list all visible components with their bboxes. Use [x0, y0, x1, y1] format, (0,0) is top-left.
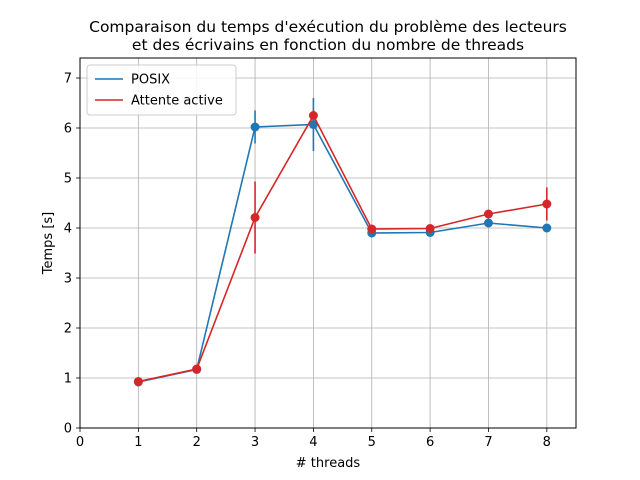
y-tick-label-3: 3	[64, 272, 72, 287]
y-tick-label-4: 4	[64, 222, 72, 237]
series-layer	[133, 98, 552, 387]
y-tick-label-2: 2	[64, 322, 72, 337]
line-posix	[138, 123, 547, 383]
plot-frame	[79, 57, 577, 429]
grid	[79, 58, 576, 429]
point-posix-3	[250, 122, 260, 132]
point-attente-active-7	[483, 209, 493, 219]
x-tick-label-6: 6	[426, 435, 434, 450]
point-attente-active-6	[425, 224, 435, 233]
axis-ticks: 0 1 2 3 4 5 6 7 8 0 1 2 3 4 5 6 7	[64, 72, 551, 451]
y-tick-label-0: 0	[64, 422, 72, 437]
y-axis-label: Temps [s]	[41, 212, 56, 275]
x-tick-label-8: 8	[543, 435, 551, 450]
point-posix-7	[483, 218, 493, 228]
y-tick-label-6: 6	[64, 122, 72, 137]
x-axis-label: # threads	[296, 456, 361, 471]
line-attente-active	[138, 113, 547, 383]
legend-label-posix: POSIX	[131, 73, 170, 88]
legend: POSIX Attente active	[86, 64, 237, 116]
point-attente-active-4	[308, 111, 318, 120]
chart-title-line-2: et des écrivains en fonction du nombre d…	[132, 36, 524, 54]
x-tick-label-4: 4	[309, 435, 317, 450]
x-tick-label-3: 3	[251, 435, 259, 450]
point-attente-active-1	[133, 377, 143, 386]
point-posix-4	[308, 120, 318, 129]
legend-box	[86, 64, 237, 116]
x-tick-label-5: 5	[368, 435, 376, 450]
point-attente-active-2	[192, 364, 202, 374]
y-tick-label-7: 7	[64, 72, 72, 87]
chart-title-line-1: Comparaison du temps d'exécution du prob…	[89, 18, 567, 36]
point-posix-8	[542, 223, 552, 233]
point-attente-active-8	[542, 199, 552, 209]
legend-label-attente-active: Attente active	[131, 94, 223, 109]
point-attente-active-5	[367, 224, 377, 234]
x-tick-label-1: 1	[134, 435, 142, 450]
y-tick-label-1: 1	[64, 372, 72, 387]
x-tick-label-7: 7	[484, 435, 492, 450]
series-attente-active	[133, 110, 552, 386]
y-tick-label-5: 5	[64, 172, 72, 187]
x-tick-label-0: 0	[76, 435, 84, 450]
point-attente-active-3	[250, 213, 260, 222]
x-tick-label-2: 2	[193, 435, 201, 450]
